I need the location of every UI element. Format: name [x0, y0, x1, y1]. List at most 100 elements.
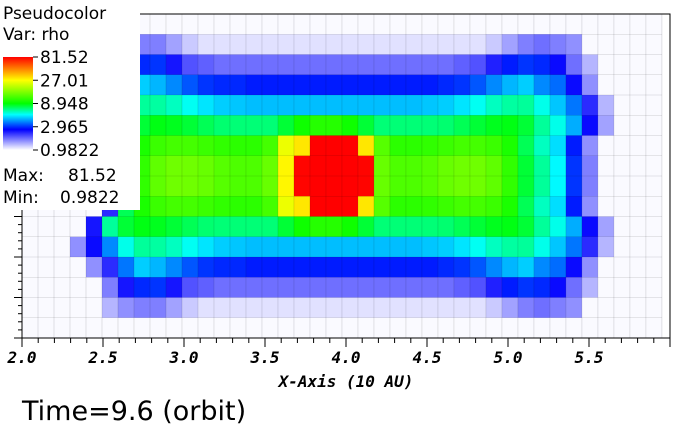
- heatmap-cell: [341, 95, 359, 116]
- heatmap-cell: [533, 135, 551, 157]
- heatmap-cell: [437, 277, 455, 298]
- heatmap-cell: [597, 115, 615, 136]
- heatmap-cell: [437, 317, 455, 339]
- heatmap-cell: [101, 297, 119, 319]
- heatmap-cell: [485, 115, 503, 136]
- heatmap-cell: [293, 216, 311, 238]
- heatmap-cell: [165, 277, 183, 298]
- heatmap-cell: [613, 236, 631, 258]
- heatmap-cell: [213, 176, 231, 197]
- heatmap-cell: [165, 34, 183, 55]
- heatmap-cell: [597, 54, 615, 76]
- heatmap-cell: [197, 115, 215, 136]
- heatmap-cell: [597, 74, 615, 96]
- heatmap-cell: [149, 34, 167, 55]
- heatmap-cell: [549, 216, 567, 238]
- heatmap-cell: [261, 176, 279, 197]
- heatmap-cell: [261, 34, 279, 55]
- heatmap-cell: [341, 34, 359, 55]
- heatmap-cell: [22, 216, 39, 238]
- heatmap-cell: [213, 236, 231, 258]
- heatmap-cell: [261, 54, 279, 76]
- legend-tick-label: 81.52: [40, 48, 89, 68]
- heatmap-cell: [581, 54, 599, 76]
- x-tick-label: 3.0: [169, 348, 199, 367]
- legend-tick-label: 0.9822: [40, 141, 99, 161]
- heatmap-cell: [389, 95, 407, 116]
- heatmap-cell: [22, 297, 39, 319]
- heatmap-cell: [389, 216, 407, 238]
- heatmap-cell: [613, 317, 631, 339]
- heatmap-cell: [469, 54, 487, 76]
- heatmap-cell: [149, 176, 167, 197]
- heatmap-cell: [453, 236, 471, 258]
- heatmap-cell: [581, 236, 599, 258]
- heatmap-cell: [453, 196, 471, 217]
- heatmap-cell: [597, 236, 615, 258]
- heatmap-cell: [629, 95, 647, 116]
- heatmap-cell: [405, 74, 423, 96]
- heatmap-cell: [213, 317, 231, 339]
- heatmap-cell: [341, 297, 359, 319]
- heatmap-cell: [261, 236, 279, 258]
- heatmap-cell: [197, 135, 215, 157]
- heatmap-cell: [165, 317, 183, 339]
- heatmap-cell: [565, 236, 583, 258]
- heatmap-cell: [405, 297, 423, 319]
- heatmap-cell: [229, 34, 247, 55]
- heatmap-cell: [197, 14, 215, 35]
- heatmap-cell: [421, 135, 439, 157]
- heatmap-cell: [469, 115, 487, 136]
- heatmap-cell: [485, 74, 503, 96]
- heatmap-cell: [325, 14, 343, 35]
- heatmap-cell: [341, 135, 359, 157]
- heatmap-cell: [85, 257, 103, 278]
- heatmap-cell: [373, 196, 391, 217]
- heatmap-cell: [245, 14, 263, 35]
- heatmap-cell: [85, 317, 103, 339]
- heatmap-cell: [101, 277, 119, 298]
- heatmap-cell: [149, 236, 167, 258]
- heatmap-cell: [405, 34, 423, 55]
- heatmap-cell: [405, 176, 423, 197]
- heatmap-cell: [581, 277, 599, 298]
- heatmap-cell: [229, 135, 247, 157]
- heatmap-cell: [501, 176, 519, 197]
- heatmap-cell: [293, 74, 311, 96]
- heatmap-cell: [245, 95, 263, 116]
- legend-min-value: 0.9822: [60, 188, 119, 208]
- heatmap-cell: [213, 135, 231, 157]
- heatmap-cell: [645, 74, 663, 96]
- heatmap-cell: [549, 135, 567, 157]
- heatmap-cell: [69, 317, 87, 339]
- heatmap-cell: [261, 14, 279, 35]
- heatmap-cell: [549, 115, 567, 136]
- heatmap-cell: [181, 216, 199, 238]
- heatmap-cell: [213, 14, 231, 35]
- heatmap-cell: [501, 297, 519, 319]
- heatmap-cell: [181, 95, 199, 116]
- heatmap-cell: [325, 317, 343, 339]
- heatmap-cell: [517, 155, 535, 177]
- heatmap-cell: [229, 257, 247, 278]
- heatmap-cell: [117, 257, 135, 278]
- heatmap-cell: [565, 176, 583, 197]
- heatmap-cell: [629, 54, 647, 76]
- heatmap-cell: [277, 236, 295, 258]
- heatmap-cell: [149, 297, 167, 319]
- heatmap-cell: [517, 135, 535, 157]
- heatmap-cell: [629, 74, 647, 96]
- heatmap-cell: [293, 34, 311, 55]
- heatmap-cell: [325, 135, 343, 157]
- heatmap-cell: [85, 297, 103, 319]
- heatmap-cell: [549, 236, 567, 258]
- heatmap-cell: [309, 74, 327, 96]
- heatmap-cell: [389, 14, 407, 35]
- heatmap-cell: [181, 135, 199, 157]
- heatmap-cell: [597, 297, 615, 319]
- heatmap-cell: [421, 317, 439, 339]
- heatmap-cell: [261, 196, 279, 217]
- heatmap-cell: [405, 115, 423, 136]
- heatmap-cell: [149, 95, 167, 116]
- heatmap-cell: [501, 317, 519, 339]
